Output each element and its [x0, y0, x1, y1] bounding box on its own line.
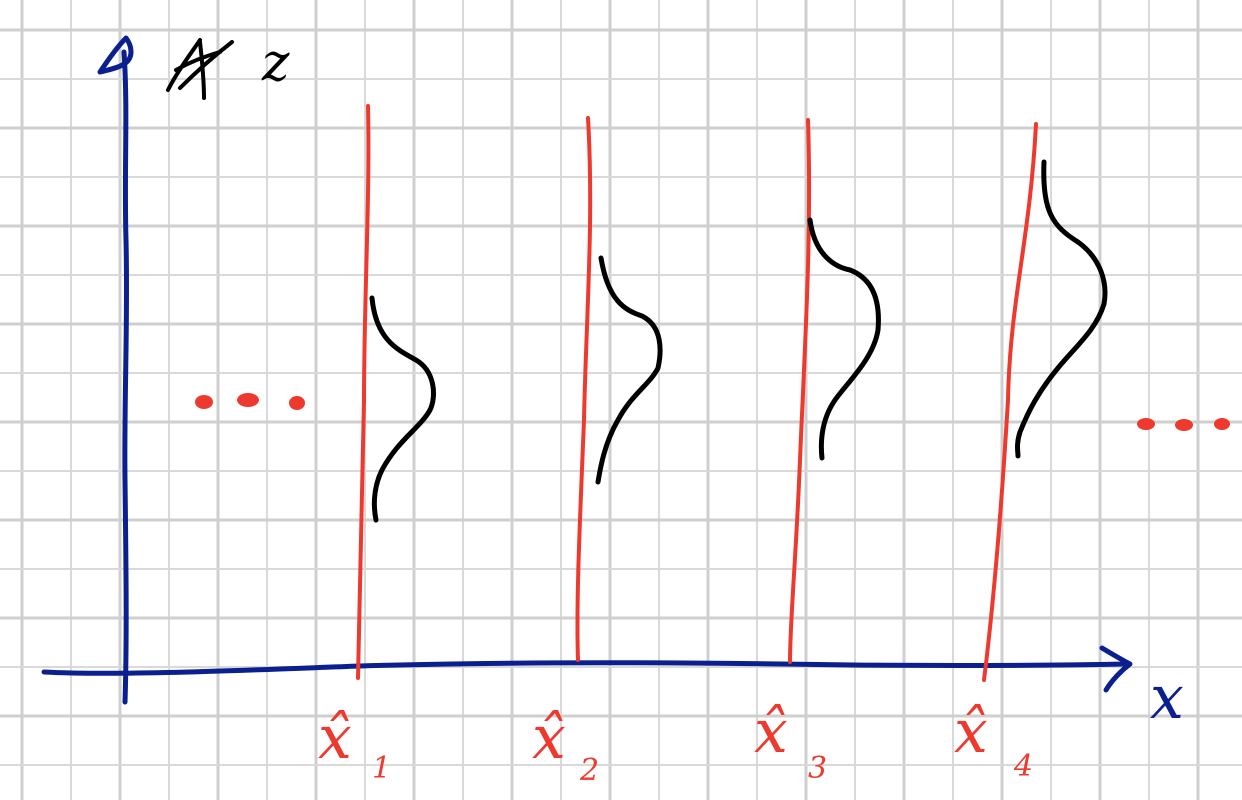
ellipsis-left: ... [195, 393, 305, 410]
scribble-icon [166, 38, 234, 100]
position-label-3: x̂ 3 [754, 697, 827, 786]
x-axis [41, 660, 1129, 676]
position-label-1-symbol: x̂ [318, 703, 352, 773]
distribution-curve-2 [595, 255, 663, 485]
ellipsis-right: ... [1137, 418, 1230, 431]
position-line-4 [982, 122, 1038, 682]
distribution-curve-4 [1015, 159, 1108, 459]
z-axis-label: z [261, 33, 290, 93]
position-label-1: x̂ 1 [318, 703, 391, 786]
position-label-3-subscript: 3 [808, 751, 827, 786]
position-label-2-subscript: 2 [579, 753, 599, 788]
z-axis-arrowhead [97, 35, 134, 75]
position-label-4: x̂ 4 [954, 697, 1033, 784]
position-label-3-symbol: x̂ [754, 697, 788, 767]
position-label-2: x̂ 2 [532, 703, 599, 788]
position-line-1 [356, 104, 371, 680]
z-axis [121, 49, 130, 705]
position-line-2 [575, 116, 593, 662]
distribution-curve-3 [807, 217, 881, 461]
x-axis-arrowhead [1099, 645, 1133, 693]
position-label-1-subscript: 1 [372, 751, 391, 786]
x-axis-label: x [1150, 663, 1184, 733]
position-label-4-symbol: x̂ [954, 697, 988, 767]
distribution-curve-1 [369, 295, 436, 523]
position-label-2-symbol: x̂ [532, 703, 566, 773]
position-label-4-subscript: 4 [1013, 749, 1033, 784]
